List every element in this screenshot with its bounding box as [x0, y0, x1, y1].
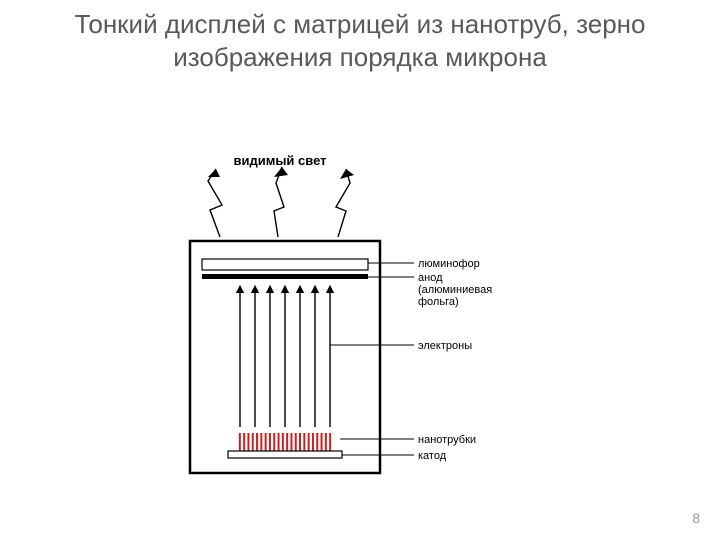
light-bolts: [208, 167, 354, 237]
nanotube-display-diagram: видимый свет люминофор анод(алюминиеваяфо…: [150, 145, 570, 505]
svg-text:анод: анод: [418, 272, 443, 284]
electron-arrows: [240, 289, 330, 427]
svg-text:(алюминиевая: (алюминиевая: [418, 284, 492, 296]
anode-layer: [202, 274, 368, 279]
nanotube-array: [240, 433, 330, 451]
page-number: 8: [692, 510, 700, 526]
phosphor-layer: [202, 259, 368, 270]
slide-title: Тонкий дисплей с матрицей из нанотруб, з…: [0, 8, 720, 73]
svg-text:электроны: электроны: [418, 340, 472, 352]
svg-text:люминофор: люминофор: [418, 258, 480, 270]
svg-text:нанотрубки: нанотрубки: [418, 434, 476, 446]
label-visible-light: видимый свет: [233, 153, 326, 168]
svg-text:катод: катод: [418, 450, 447, 462]
callout-labels: люминофор анод(алюминиеваяфольга) электрон…: [330, 258, 492, 462]
svg-text:фольга): фольга): [418, 296, 459, 308]
cathode-layer: [228, 451, 342, 458]
